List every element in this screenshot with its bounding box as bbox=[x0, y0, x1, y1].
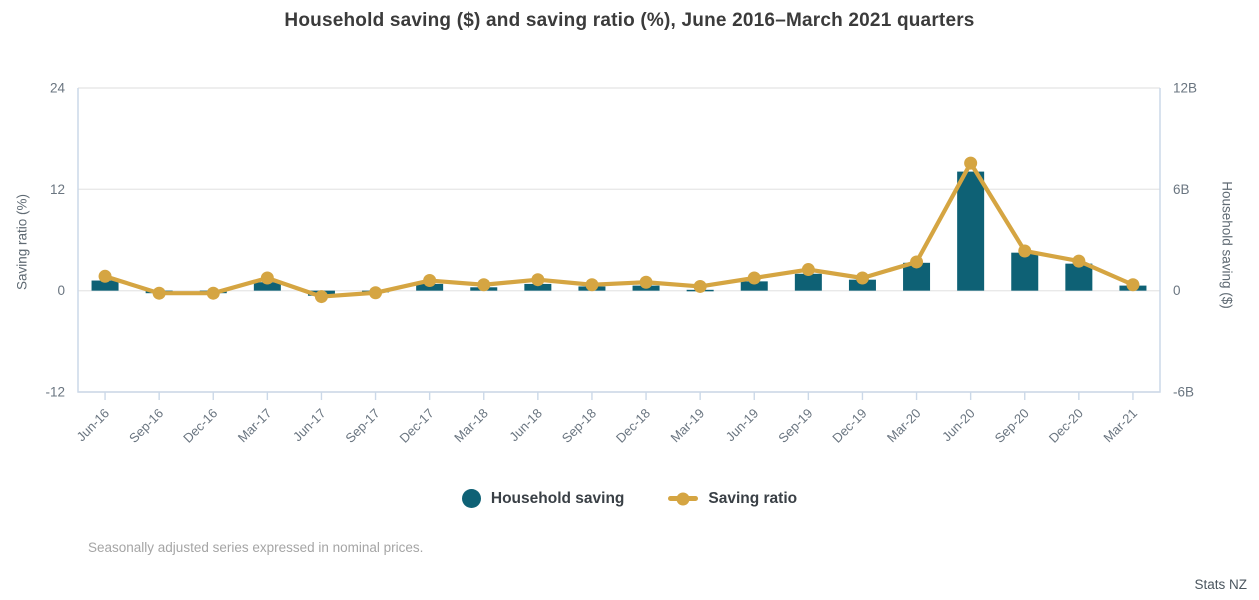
x-axis-tick-label: Jun-20 bbox=[939, 406, 978, 445]
x-axis-tick-label: Dec-18 bbox=[613, 406, 653, 446]
household-saving-bar[interactable] bbox=[740, 281, 768, 291]
right-axis-title: Household saving ($) bbox=[1219, 181, 1235, 309]
household-saving-bar[interactable] bbox=[253, 282, 281, 291]
x-axis-tick-label: Jun-17 bbox=[290, 406, 329, 445]
right-axis-tick-label: 6B bbox=[1173, 182, 1190, 197]
household-saving-bar[interactable] bbox=[957, 171, 985, 291]
legend-label: Household saving bbox=[490, 489, 625, 507]
chart-plot-area: 24 12B 12 6B 0 0 -12 -6B Jun-16 Sep-16 Dec-16 Mar-1… bbox=[45, 81, 1197, 446]
x-axis-tick-label: Jun-18 bbox=[506, 406, 545, 445]
saving-ratio-point[interactable] bbox=[477, 278, 491, 292]
saving-ratio-point[interactable] bbox=[1072, 254, 1086, 268]
x-axis-tick-label: Dec-16 bbox=[180, 406, 220, 446]
saving-ratio-point[interactable] bbox=[747, 271, 761, 285]
household-saving-bar[interactable] bbox=[1065, 263, 1093, 291]
chart-legend: Household saving Saving ratio bbox=[0, 489, 1259, 508]
household-saving-bar[interactable] bbox=[1011, 252, 1039, 291]
x-axis-tick-label: Mar-20 bbox=[884, 406, 924, 446]
x-axis-tick-label: Dec-19 bbox=[829, 406, 869, 446]
legend-label: Saving ratio bbox=[708, 489, 798, 507]
right-axis-tick-label: -6B bbox=[1173, 385, 1194, 400]
saving-ratio-point[interactable] bbox=[369, 286, 383, 300]
x-axis-tick-label: Jun-19 bbox=[723, 406, 762, 445]
saving-ratio-point[interactable] bbox=[423, 274, 437, 288]
household-saving-bar[interactable] bbox=[416, 283, 444, 291]
right-axis-tick-label: 0 bbox=[1173, 283, 1181, 298]
saving-ratio-point[interactable] bbox=[964, 156, 978, 170]
left-axis-tick-label: -12 bbox=[45, 385, 65, 400]
saving-ratio-point[interactable] bbox=[585, 278, 599, 292]
x-axis-tick-label: Mar-21 bbox=[1100, 406, 1140, 446]
saving-ratio-point[interactable] bbox=[1018, 244, 1032, 258]
x-axis-tick-label: Dec-17 bbox=[397, 406, 437, 446]
saving-ratio-point[interactable] bbox=[531, 273, 545, 287]
chart-title: Household saving ($) and saving ratio (%… bbox=[284, 10, 975, 31]
legend-item-household-saving[interactable]: Household saving bbox=[461, 489, 625, 508]
saving-ratio-point[interactable] bbox=[693, 279, 707, 293]
x-axis-tick-label: Sep-18 bbox=[559, 406, 599, 446]
saving-ratio-point[interactable] bbox=[1126, 278, 1140, 292]
x-axis-tick-label: Sep-19 bbox=[775, 406, 815, 446]
legend-item-saving-ratio[interactable]: Saving ratio bbox=[668, 490, 797, 508]
saving-ratio-point[interactable] bbox=[260, 271, 274, 285]
saving-ratio-line bbox=[102, 161, 1136, 299]
x-axis-tick-label: Sep-16 bbox=[126, 406, 166, 446]
x-axis-tick-label: Mar-18 bbox=[451, 406, 491, 446]
left-axis-tick-label: 24 bbox=[50, 81, 66, 96]
left-axis-tick-label: 0 bbox=[57, 283, 65, 298]
x-axis-tick-label: Sep-20 bbox=[992, 406, 1032, 446]
saving-ratio-point[interactable] bbox=[855, 271, 869, 285]
saving-ratio-point[interactable] bbox=[801, 263, 815, 277]
saving-ratio-point[interactable] bbox=[314, 290, 328, 304]
saving-ratio-point[interactable] bbox=[910, 255, 924, 269]
x-axis-tick-label: Sep-17 bbox=[342, 406, 382, 446]
footnote: Seasonally adjusted series expressed in … bbox=[88, 540, 424, 555]
left-axis-tick-label: 12 bbox=[50, 182, 65, 197]
saving-ratio-swatch-dot-icon bbox=[676, 492, 690, 505]
source-attribution: Stats NZ bbox=[1194, 577, 1247, 592]
household-saving-swatch-icon bbox=[461, 489, 481, 508]
household-saving-bar[interactable] bbox=[848, 279, 876, 291]
household-saving-bar[interactable] bbox=[794, 273, 822, 291]
saving-ratio-point[interactable] bbox=[152, 286, 166, 300]
x-axis-tick-label: Mar-17 bbox=[235, 406, 275, 446]
right-axis-tick-label: 12B bbox=[1173, 81, 1197, 96]
saving-ratio-swatch-icon bbox=[668, 492, 699, 505]
saving-ratio-point[interactable] bbox=[206, 286, 220, 300]
saving-ratio-point[interactable] bbox=[639, 275, 653, 289]
household-saving-bar[interactable] bbox=[91, 280, 119, 291]
household-saving-bar[interactable] bbox=[524, 283, 552, 291]
x-axis-tick-label: Mar-19 bbox=[668, 406, 708, 446]
saving-ratio-point[interactable] bbox=[98, 269, 112, 283]
plot-frame bbox=[77, 88, 1161, 393]
left-axis-title: Saving ratio (%) bbox=[14, 193, 30, 291]
x-axis-tick-label: Dec-20 bbox=[1046, 406, 1086, 446]
x-axis-tick-label: Jun-16 bbox=[73, 406, 112, 445]
